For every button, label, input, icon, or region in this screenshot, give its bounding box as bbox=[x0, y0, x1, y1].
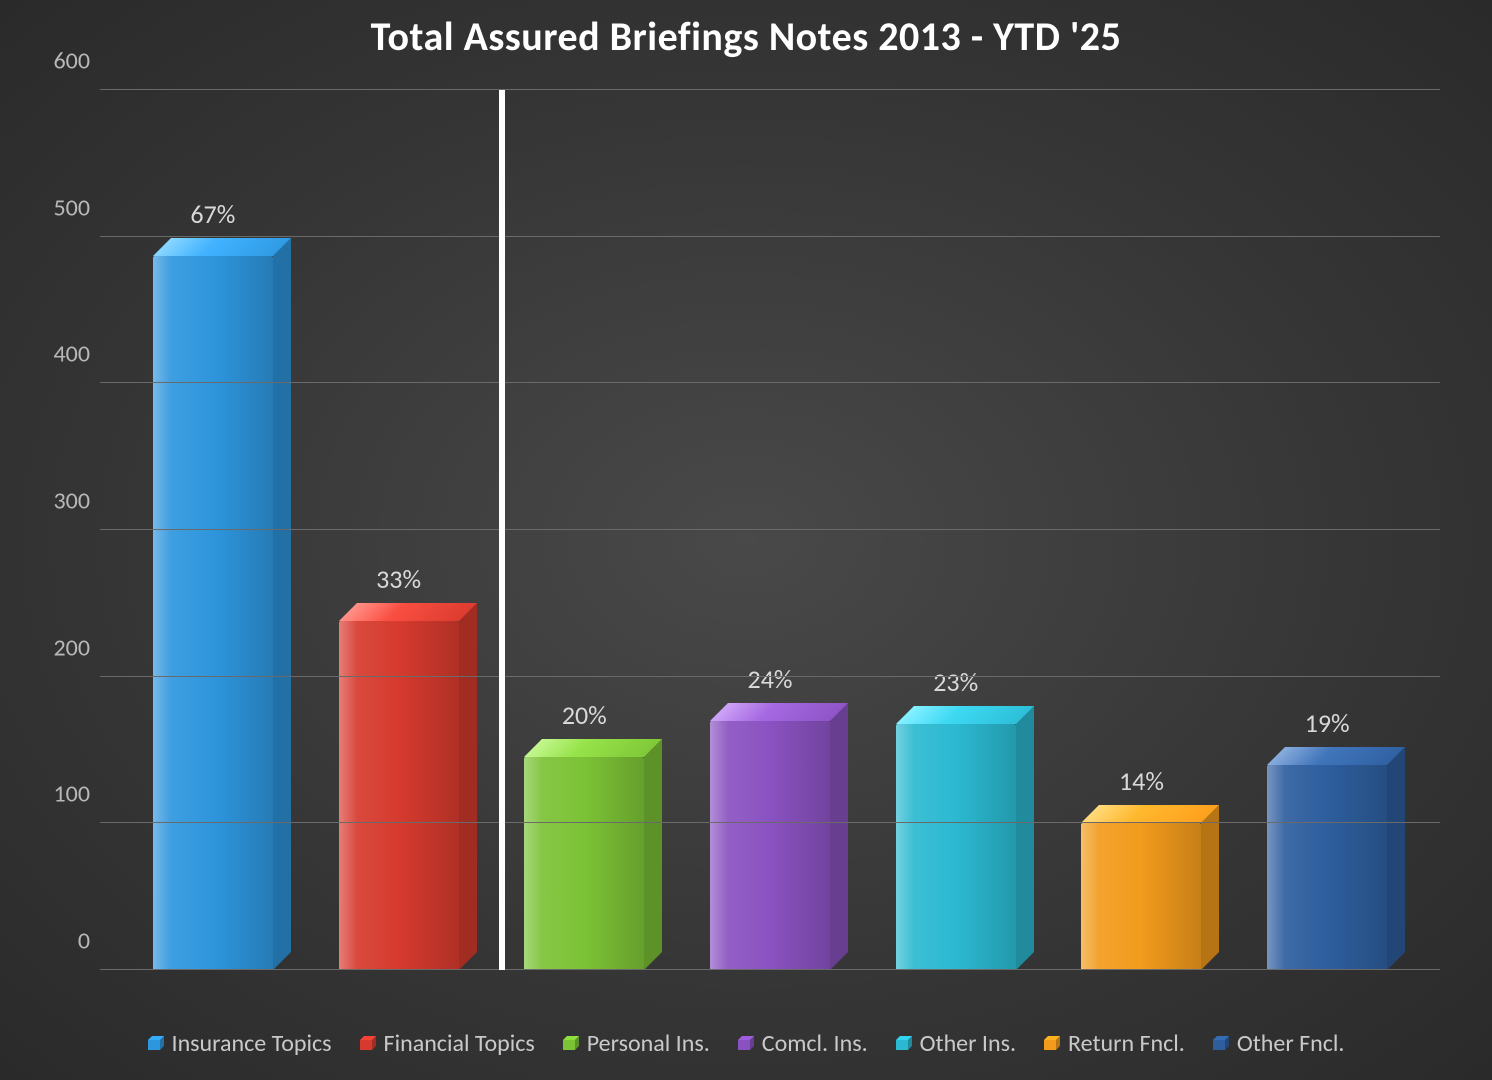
bar-front-face bbox=[896, 724, 1016, 970]
bar: 24% bbox=[710, 721, 830, 970]
bar-slot: 24% bbox=[677, 90, 863, 970]
bar-value-label: 67% bbox=[190, 198, 235, 230]
chart-legend: Insurance Topics Financial Topics Personal… bbox=[0, 1029, 1492, 1058]
bar: 14% bbox=[1081, 823, 1201, 970]
bar: 67% bbox=[153, 256, 273, 970]
bar: 23% bbox=[896, 724, 1016, 970]
y-axis-tick-label: 0 bbox=[45, 927, 90, 956]
legend-item: Return Fncl. bbox=[1044, 1029, 1185, 1058]
bar-top-face bbox=[524, 739, 662, 757]
bar-value-label: 23% bbox=[933, 666, 978, 698]
legend-label: Return Fncl. bbox=[1068, 1029, 1185, 1058]
gridline bbox=[100, 382, 1440, 383]
bar: 20% bbox=[524, 757, 644, 970]
legend-item: Insurance Topics bbox=[148, 1029, 332, 1058]
legend-label: Financial Topics bbox=[384, 1029, 535, 1058]
bar-value-label: 33% bbox=[376, 563, 421, 595]
bar-side-face bbox=[273, 238, 291, 970]
gridline bbox=[100, 676, 1440, 677]
legend-swatch bbox=[148, 1038, 164, 1050]
bar-value-label: 20% bbox=[562, 699, 607, 731]
bar-front-face bbox=[710, 721, 830, 970]
y-axis-tick-label: 100 bbox=[45, 780, 90, 809]
gridline bbox=[100, 529, 1440, 530]
legend-label: Comcl. Ins. bbox=[762, 1029, 868, 1058]
bar-side-face bbox=[830, 703, 848, 970]
bar-front-face bbox=[153, 256, 273, 970]
bars-row: 67% 33% 20% 24% 23% 14% 19% bbox=[100, 90, 1440, 970]
bar-front-face bbox=[1081, 823, 1201, 970]
legend-label: Other Fncl. bbox=[1237, 1029, 1345, 1058]
legend-swatch bbox=[738, 1038, 754, 1050]
bar-slot: 67% bbox=[120, 90, 306, 970]
legend-label: Insurance Topics bbox=[172, 1029, 332, 1058]
bar-slot: 33% bbox=[306, 90, 492, 970]
bar-side-face bbox=[1387, 747, 1405, 970]
y-axis-tick-label: 300 bbox=[45, 487, 90, 516]
bar-slot: 14% bbox=[1049, 90, 1235, 970]
legend-swatch bbox=[360, 1038, 376, 1050]
y-axis-tick-label: 200 bbox=[45, 633, 90, 662]
legend-item: Personal Ins. bbox=[563, 1029, 710, 1058]
bar-top-face bbox=[896, 706, 1034, 724]
gridline bbox=[100, 236, 1440, 237]
gridline bbox=[100, 89, 1440, 90]
bar-side-face bbox=[459, 603, 477, 970]
legend-swatch bbox=[896, 1038, 912, 1050]
bar: 33% bbox=[339, 621, 459, 970]
bar-slot: 19% bbox=[1234, 90, 1420, 970]
legend-label: Personal Ins. bbox=[587, 1029, 710, 1058]
bar-front-face bbox=[1267, 765, 1387, 970]
y-axis-tick-label: 500 bbox=[45, 193, 90, 222]
bar-value-label: 19% bbox=[1305, 707, 1350, 739]
legend-item: Other Fncl. bbox=[1213, 1029, 1345, 1058]
bar-top-face bbox=[153, 238, 291, 256]
gridline bbox=[100, 822, 1440, 823]
bar-top-face bbox=[1267, 747, 1405, 765]
plot-area: 67%33%20%24%23%14%19% 010020030040050060… bbox=[100, 90, 1440, 970]
bar-value-label: 14% bbox=[1119, 765, 1164, 797]
chart-container: Total Assured Briefings Notes 2013 - YTD… bbox=[0, 0, 1492, 1080]
bar-slot: 23% bbox=[863, 90, 1049, 970]
bar-side-face bbox=[1201, 805, 1219, 970]
chart-title: Total Assured Briefings Notes 2013 - YTD… bbox=[0, 12, 1492, 61]
legend-item: Other Ins. bbox=[896, 1029, 1016, 1058]
legend-swatch bbox=[1044, 1038, 1060, 1050]
legend-label: Other Ins. bbox=[920, 1029, 1016, 1058]
legend-item: Comcl. Ins. bbox=[738, 1029, 868, 1058]
gridline bbox=[100, 969, 1440, 970]
bar-top-face bbox=[1081, 805, 1219, 823]
bar-front-face bbox=[339, 621, 459, 970]
bar-value-label: 24% bbox=[748, 663, 793, 695]
bar-front-face bbox=[524, 757, 644, 970]
bar-slot: 20% bbox=[491, 90, 677, 970]
bar-side-face bbox=[644, 739, 662, 970]
bar: 19% bbox=[1267, 765, 1387, 970]
bar-side-face bbox=[1016, 706, 1034, 970]
legend-item: Financial Topics bbox=[360, 1029, 535, 1058]
y-axis-tick-label: 400 bbox=[45, 340, 90, 369]
group-divider bbox=[499, 90, 505, 970]
bar-top-face bbox=[339, 603, 477, 621]
y-axis-tick-label: 600 bbox=[45, 47, 90, 76]
bar-top-face bbox=[710, 703, 848, 721]
legend-swatch bbox=[1213, 1038, 1229, 1050]
legend-swatch bbox=[563, 1038, 579, 1050]
